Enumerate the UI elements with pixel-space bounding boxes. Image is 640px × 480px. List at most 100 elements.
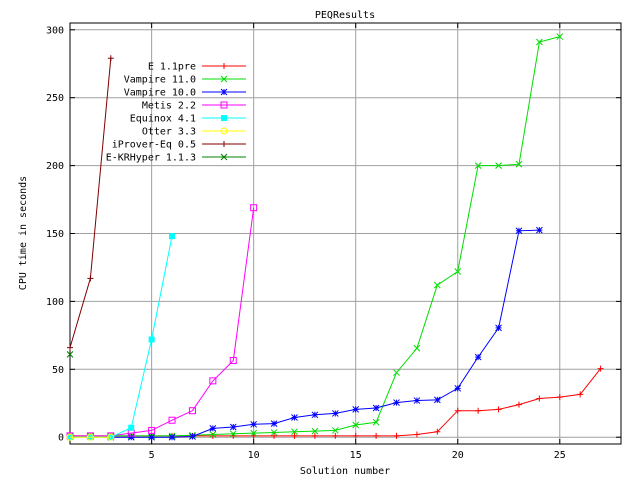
series-2 xyxy=(107,226,543,441)
data-point xyxy=(250,204,258,212)
data-point xyxy=(393,369,400,377)
x-axis-label: Solution number xyxy=(300,466,390,477)
x-tick-label: 10 xyxy=(248,450,260,461)
data-point xyxy=(271,432,278,439)
data-point xyxy=(454,384,462,392)
y-tick-label: 100 xyxy=(46,297,64,308)
data-point xyxy=(86,433,94,441)
series-line xyxy=(70,236,173,438)
data-point xyxy=(66,433,74,441)
data-point xyxy=(221,115,227,121)
data-point xyxy=(66,351,74,358)
legend-label: Otter 3.3 xyxy=(142,127,196,138)
data-point xyxy=(474,162,482,169)
legend-label: Equinox 4.1 xyxy=(130,114,196,125)
legend: E 1.1pre Vampire 11.0 Vampire 10.0 Metis 2.… xyxy=(106,62,246,164)
data-point xyxy=(291,428,298,436)
data-point xyxy=(148,433,155,441)
data-point xyxy=(311,432,318,439)
data-point xyxy=(169,233,176,240)
series-0 xyxy=(67,365,604,439)
data-point xyxy=(220,88,228,96)
data-point xyxy=(291,414,298,421)
data-point xyxy=(331,427,339,434)
data-point xyxy=(352,406,360,413)
y-tick-label: 300 xyxy=(46,25,64,36)
x-tick-label: 15 xyxy=(350,450,362,461)
data-point xyxy=(536,38,543,46)
data-point xyxy=(393,399,400,406)
data-point xyxy=(67,344,73,351)
data-point xyxy=(250,429,258,437)
legend-entry: Equinox 4.1 xyxy=(130,114,246,125)
legend-entry: Vampire 10.0 xyxy=(124,88,246,99)
grid xyxy=(70,23,621,444)
y-axis-label: CPU time in seconds xyxy=(18,176,29,290)
y-tick-label: 0 xyxy=(58,433,64,444)
data-point xyxy=(332,432,339,439)
series-line xyxy=(70,368,601,437)
legend-label: Vampire 10.0 xyxy=(124,88,196,99)
data-point xyxy=(148,336,155,343)
data-point xyxy=(220,153,228,161)
data-point xyxy=(536,395,543,402)
legend-label: E 1.1pre xyxy=(148,62,196,73)
data-point xyxy=(373,432,380,439)
data-point xyxy=(229,423,237,431)
data-point xyxy=(148,426,156,434)
data-point xyxy=(209,425,217,432)
data-point xyxy=(250,420,258,428)
x-tick-label: 20 xyxy=(452,450,464,461)
series-6 xyxy=(67,55,114,351)
legend-label: iProver-Eq 0.5 xyxy=(112,140,196,151)
data-point xyxy=(352,432,359,439)
data-point xyxy=(495,406,502,413)
data-point xyxy=(209,431,217,438)
data-point xyxy=(515,227,523,235)
data-point xyxy=(495,324,502,332)
x-tick-label: 25 xyxy=(554,450,566,461)
data-point xyxy=(189,433,196,440)
data-point xyxy=(413,397,421,404)
legend-label: E-KRHyper 1.1.3 xyxy=(106,153,196,164)
legend-entry: E 1.1pre xyxy=(148,62,246,73)
series-3 xyxy=(66,204,258,440)
data-point xyxy=(229,430,237,438)
data-point xyxy=(372,404,380,412)
data-point xyxy=(434,428,441,435)
data-point xyxy=(168,416,176,424)
legend-entry: Otter 3.3 xyxy=(142,127,246,138)
data-point xyxy=(413,344,421,352)
data-point xyxy=(168,433,176,441)
data-point xyxy=(577,391,584,398)
series-line xyxy=(69,58,112,348)
data-point xyxy=(556,394,563,401)
y-tick-label: 150 xyxy=(46,229,64,240)
data-point xyxy=(107,55,114,62)
data-point xyxy=(220,75,228,83)
legend-entry: Metis 2.2 xyxy=(142,101,246,112)
series-line xyxy=(70,207,255,437)
data-point xyxy=(220,101,228,109)
data-point xyxy=(250,432,257,439)
data-point xyxy=(474,353,482,361)
data-point xyxy=(87,275,94,282)
data-point xyxy=(127,433,135,441)
data-point xyxy=(352,421,360,429)
series-line xyxy=(110,229,540,438)
series-7 xyxy=(66,351,74,358)
y-tick-label: 200 xyxy=(46,161,64,172)
data-point xyxy=(128,424,135,431)
data-point xyxy=(311,427,319,435)
legend-entry: iProver-Eq 0.5 xyxy=(112,140,246,151)
y-tick-label: 250 xyxy=(46,93,64,104)
data-point xyxy=(515,160,523,168)
data-point xyxy=(393,432,400,439)
data-point xyxy=(270,420,278,427)
chart-title: PEQResults xyxy=(315,10,375,21)
data-point xyxy=(372,418,380,426)
series-layer xyxy=(66,33,604,441)
x-tick-label: 5 xyxy=(149,450,155,461)
